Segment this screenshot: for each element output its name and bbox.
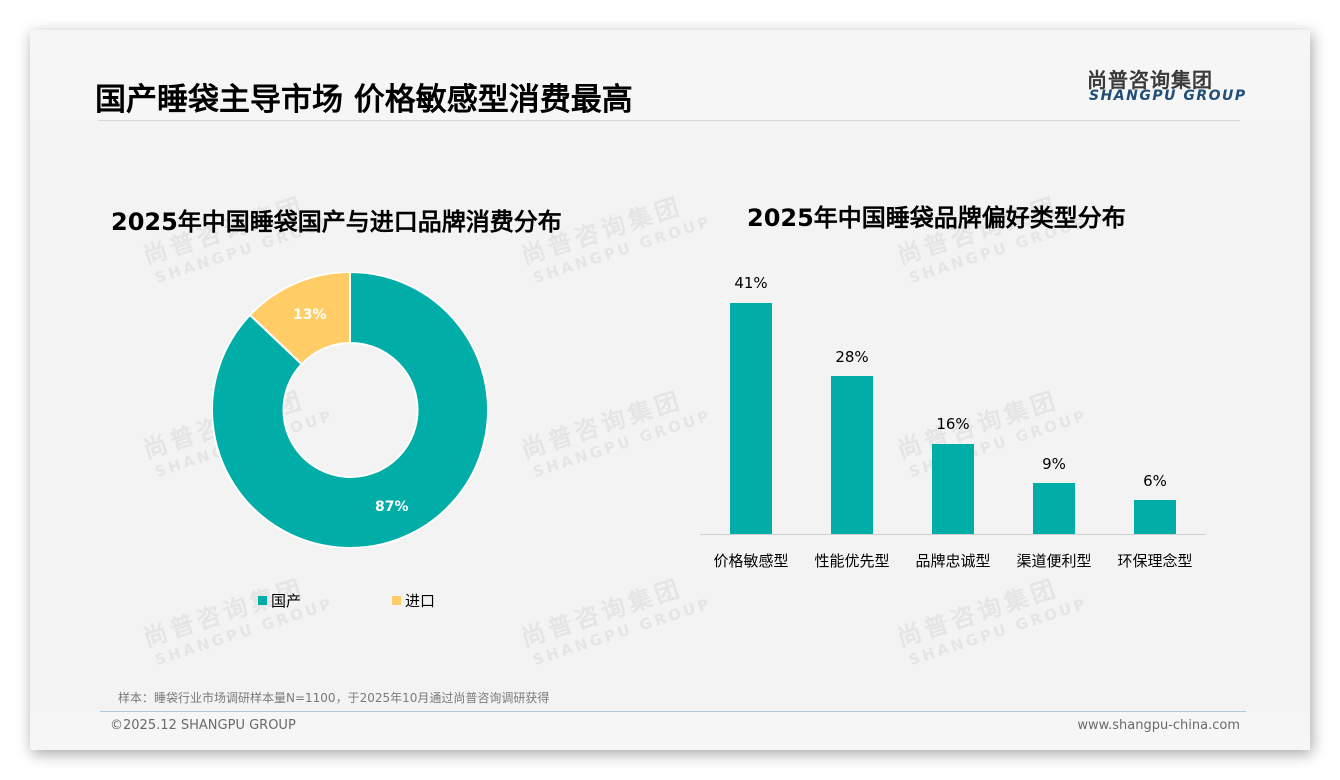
legend-swatch-yellow xyxy=(392,596,401,605)
bar-channel-convenience xyxy=(1033,483,1075,534)
bar-performance-first xyxy=(831,376,873,534)
donut-label-domestic: 87% xyxy=(375,499,409,515)
donut-chart-title: 2025年中国睡袋国产与进口品牌消费分布 xyxy=(111,208,562,236)
bar-category: 环保理念型 xyxy=(1117,552,1193,570)
legend-item-domestic: 国产 xyxy=(258,590,301,611)
bar-value: 16% xyxy=(936,415,970,433)
donut-slice-import xyxy=(248,270,351,366)
bar-value: 41% xyxy=(734,274,768,292)
bar-chart-title: 2025年中国睡袋品牌偏好类型分布 xyxy=(747,204,1126,232)
website-link[interactable]: www.shangpu-china.com xyxy=(1077,718,1240,733)
sample-note: 样本：睡袋行业市场调研样本量N=1100，于2025年10月通过尚普咨询调研获得 xyxy=(118,691,550,705)
bar-value: 9% xyxy=(1042,455,1066,473)
bar-price-sensitive xyxy=(730,303,772,534)
bar-value: 28% xyxy=(835,348,869,366)
bar-eco-conscious xyxy=(1134,500,1176,534)
donut-chart: 13% 87% xyxy=(211,270,489,549)
donut-svg xyxy=(211,270,489,549)
bar-category: 品牌忠诚型 xyxy=(915,552,991,570)
donut-slice-domestic xyxy=(211,270,489,549)
bar-brand-loyal xyxy=(932,444,974,534)
bar-chart: 41% 价格敏感型 28% 性能优先型 16% 品牌忠诚型 9% 渠道便利型 6… xyxy=(700,270,1206,570)
header-band xyxy=(30,30,1310,120)
bar-category: 性能优先型 xyxy=(814,552,890,570)
footer-band xyxy=(30,712,1310,750)
header-divider xyxy=(98,120,1240,121)
bar-category: 渠道便利型 xyxy=(1016,552,1092,570)
x-axis-line xyxy=(700,534,1206,535)
donut-label-import: 13% xyxy=(293,307,327,323)
legend-label: 进口 xyxy=(405,592,436,610)
slide: 国产睡袋主导市场 价格敏感型消费最高 尚普咨询集团 SHANGPU GROUP … xyxy=(30,30,1310,750)
page-title: 国产睡袋主导市场 价格敏感型消费最高 xyxy=(95,82,633,118)
legend-item-import: 进口 xyxy=(392,590,435,611)
logo-chinese: 尚普咨询集团 xyxy=(1087,68,1213,92)
footer-divider xyxy=(100,711,1246,712)
bar-value: 6% xyxy=(1143,472,1167,490)
copyright: ©2025.12 SHANGPU GROUP xyxy=(110,718,296,733)
logo-english: SHANGPU GROUP xyxy=(1089,88,1247,104)
legend-label: 国产 xyxy=(271,592,302,610)
legend-swatch-teal xyxy=(258,596,267,605)
bar-category: 价格敏感型 xyxy=(713,552,789,570)
